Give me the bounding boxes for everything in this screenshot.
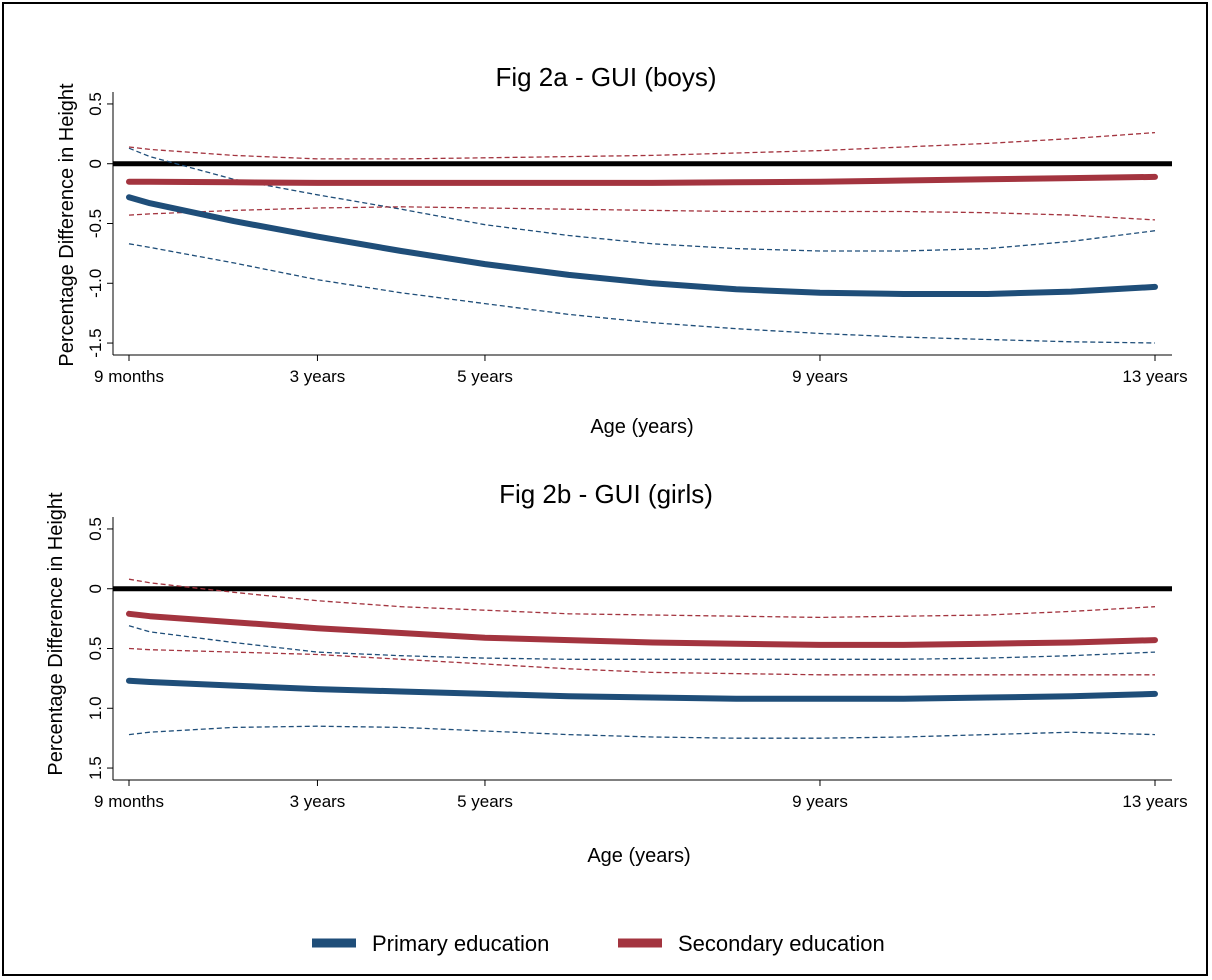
series-secondary-line — [126, 610, 1158, 648]
y-tick-label: -1.5 — [86, 328, 105, 357]
x-tick-label: 5 years — [457, 792, 513, 811]
x-tick-label: 9 years — [792, 367, 848, 386]
series-secondary-ci-lower — [128, 647, 1155, 676]
x-tick-label: 3 years — [290, 367, 346, 386]
x-axis-title: Age (years) — [590, 416, 693, 438]
legend-label-primary: Primary education — [372, 931, 549, 956]
y-tick-label: -1.0 — [86, 269, 105, 298]
y-tick-label: -0.5 — [86, 209, 105, 238]
x-tick-label: 5 years — [457, 367, 513, 386]
series-primary-line — [126, 677, 1158, 702]
x-tick-label: 9 years — [792, 792, 848, 811]
series-secondary-ci-upper — [128, 131, 1156, 160]
series-secondary-ci-upper — [128, 578, 1156, 619]
y-axis-title: Percentage Difference in Height — [56, 83, 78, 367]
plot-area: 0.5 0 -0.5 -1.0 -1.5 9 months 3 years 5 years 9 … — [86, 92, 1188, 386]
y-tick-label: 0 — [86, 159, 105, 168]
x-tick-label: 13 years — [1122, 367, 1187, 386]
series-secondary-ci-lower — [128, 206, 1156, 221]
series-primary-line — [126, 194, 1158, 297]
chart-panel-girls: Fig 2b - GUI (girls) Age (years) Percent… — [45, 479, 1188, 867]
y-tick-label: 0.5 — [86, 92, 105, 116]
y-tick-label: 1.5 — [86, 756, 105, 780]
panel-title: Fig 2a - GUI (boys) — [495, 62, 716, 92]
y-axis-title: Percentage Difference in Height — [45, 492, 67, 776]
series-secondary-line — [126, 173, 1158, 186]
x-tick-label: 9 months — [94, 367, 164, 386]
y-tick-label: 0 — [86, 584, 105, 593]
legend-label-secondary: Secondary education — [678, 931, 885, 956]
y-tick-label: 0.5 — [86, 637, 105, 661]
x-axis-title: Age (years) — [587, 845, 690, 867]
series-primary-ci-upper — [128, 625, 1156, 660]
x-tick-label: 9 months — [94, 792, 164, 811]
x-tick-label: 13 years — [1122, 792, 1187, 811]
y-tick-label: 1.0 — [86, 696, 105, 720]
series-primary-ci-lower — [128, 243, 1156, 344]
y-tick-label: 0.5 — [86, 517, 105, 541]
legend: Primary education Secondary education — [312, 931, 885, 956]
panel-title: Fig 2b - GUI (girls) — [499, 479, 713, 509]
plot-area: 0.5 0 0.5 1.0 1.5 9 months 3 years 5 years 9 yea… — [86, 517, 1188, 811]
x-tick-label: 3 years — [290, 792, 346, 811]
series-primary-ci-lower — [128, 725, 1156, 739]
chart-panel-boys: Fig 2a - GUI (boys) Age (years) Percenta… — [56, 62, 1188, 438]
